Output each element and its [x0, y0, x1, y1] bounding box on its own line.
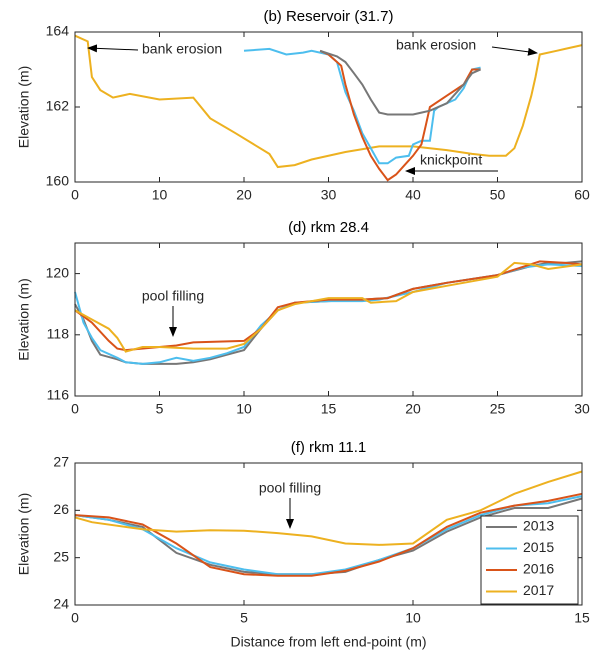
y-tick-label: 118 — [47, 326, 70, 342]
legend-label: 2016 — [523, 561, 554, 577]
annotation: pool filling — [142, 288, 204, 304]
x-tick-label: 5 — [240, 610, 248, 626]
x-axis-label: Distance from left end-point (m) — [230, 634, 426, 650]
x-tick-label: 5 — [156, 401, 164, 417]
annotation-arrow — [87, 44, 139, 53]
x-tick-label: 0 — [71, 187, 79, 203]
x-tick-label: 50 — [490, 187, 506, 203]
x-tick-label: 10 — [236, 401, 252, 417]
data-line — [74, 260, 583, 352]
data-line — [319, 49, 481, 182]
x-tick-label: 10 — [405, 610, 421, 626]
x-tick-label: 25 — [490, 401, 506, 417]
legend-label: 2017 — [523, 582, 554, 598]
x-tick-label: 30 — [574, 401, 590, 417]
axes-box — [74, 31, 583, 183]
annotation: bank erosion — [142, 41, 222, 57]
y-axis-label: Elevation (m) — [16, 493, 32, 575]
legend-label: 2013 — [523, 518, 554, 534]
annotation-arrow — [491, 46, 538, 56]
y-axis-label: Elevation (m) — [16, 66, 32, 148]
y-tick-label: 162 — [46, 98, 70, 114]
y-tick-label: 120 — [46, 264, 70, 280]
axes-box — [74, 462, 583, 606]
annotation: knickpoint — [420, 152, 482, 168]
data-line — [74, 492, 583, 577]
y-tick-label: 164 — [46, 23, 70, 39]
x-tick-label: 60 — [574, 187, 590, 203]
data-line — [243, 47, 481, 165]
data-line — [74, 470, 583, 546]
annotation: bank erosion — [396, 37, 476, 53]
x-tick-label: 20 — [236, 187, 252, 203]
x-tick-label: 15 — [574, 610, 590, 626]
annotation: pool filling — [259, 480, 321, 496]
axes-box — [74, 242, 583, 397]
x-tick-label: 0 — [71, 401, 79, 417]
y-tick-label: 26 — [53, 501, 69, 517]
y-tick-label: 160 — [46, 173, 70, 189]
x-tick-label: 20 — [405, 401, 421, 417]
legend-box — [480, 515, 579, 605]
y-tick-label: 27 — [53, 454, 69, 470]
chart-title: (b) Reservoir (31.7) — [263, 8, 393, 25]
y-tick-label: 24 — [53, 596, 69, 612]
data-line — [319, 49, 481, 116]
x-tick-label: 0 — [71, 610, 79, 626]
x-tick-label: 15 — [321, 401, 337, 417]
chart-title: (f) rkm 11.1 — [291, 439, 367, 456]
y-tick-label: 116 — [47, 387, 70, 403]
x-tick-label: 30 — [321, 187, 337, 203]
y-axis-label: Elevation (m) — [16, 278, 32, 360]
data-line — [74, 263, 583, 365]
data-line — [74, 495, 583, 576]
data-line — [74, 261, 583, 353]
x-tick-label: 40 — [405, 187, 421, 203]
legend-label: 2015 — [523, 539, 554, 555]
chart-title: (d) rkm 28.4 — [288, 219, 369, 236]
x-tick-label: 10 — [152, 187, 168, 203]
y-tick-label: 25 — [53, 548, 69, 564]
data-line — [74, 34, 583, 169]
